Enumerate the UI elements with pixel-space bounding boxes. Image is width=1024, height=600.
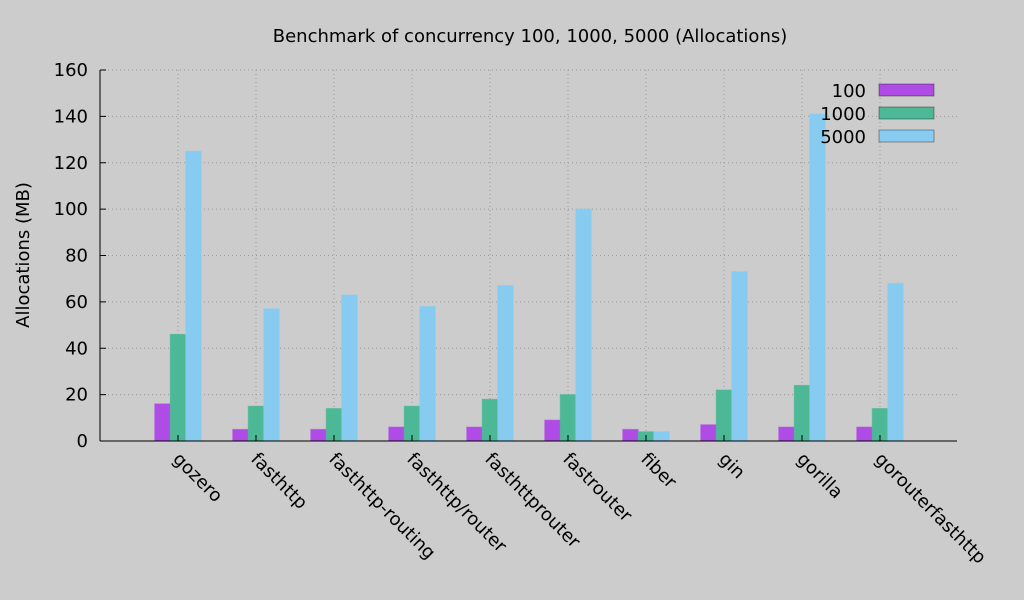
- bar-100-fasthttprouter: [466, 426, 483, 442]
- bar-1000-gin: [715, 389, 733, 442]
- bar-100-fasthttp/router: [388, 426, 405, 442]
- bar-5000-fasthttp/router: [419, 306, 436, 442]
- bar-5000-fiber: [653, 431, 670, 442]
- bar-100-gin: [700, 424, 717, 442]
- y-tick-label: 0: [77, 431, 88, 452]
- bar-5000-gin: [731, 271, 748, 442]
- bar-100-gorilla: [778, 426, 795, 442]
- bar-100-fiber: [622, 428, 639, 442]
- bar-5000-fasthttp: [263, 308, 280, 442]
- legend-swatch: [878, 106, 935, 120]
- y-tick-label: 140: [54, 106, 88, 127]
- bar-100-gozero: [154, 403, 171, 442]
- x-tick-label: gorilla: [792, 449, 846, 503]
- bar-5000-gorouterfasthttp: [887, 282, 904, 442]
- bars: [154, 113, 904, 442]
- y-tick-label: 120: [54, 153, 88, 174]
- chart-title: Benchmark of concurrency 100, 1000, 5000…: [273, 26, 788, 47]
- x-tick-label: gozero: [168, 449, 226, 507]
- x-tick-label: fasthttp: [246, 449, 311, 514]
- bar-5000-gorilla: [809, 113, 826, 442]
- bar-100-fastrouter: [544, 419, 561, 442]
- bar-1000-fasthttprouter: [481, 398, 499, 442]
- y-tick-label: 100: [54, 199, 88, 220]
- x-tick-label: gorouterfasthttp: [870, 449, 990, 569]
- legend-swatch: [878, 129, 935, 143]
- bar-1000-fastrouter: [559, 394, 577, 442]
- x-tick-label: fiber: [636, 449, 680, 493]
- y-tick-label: 160: [54, 60, 88, 81]
- y-tick-label: 80: [65, 246, 88, 267]
- y-ticks: 0 20 40 60 80 100 120 140 160: [54, 60, 106, 452]
- bar-5000-fasthttprouter: [497, 285, 514, 442]
- legend-label: 1000: [820, 104, 866, 125]
- bar-100-fasthttp: [232, 428, 249, 442]
- bar-5000-fastrouter: [575, 208, 592, 442]
- x-tick-label: fastrouter: [558, 449, 636, 527]
- bar-100-gorouterfasthttp: [856, 426, 873, 442]
- legend-swatch: [878, 83, 935, 97]
- y-axis-label: Allocations (MB): [13, 182, 34, 328]
- y-tick-label: 20: [65, 385, 88, 406]
- bar-5000-fasthttp-routing: [341, 294, 358, 442]
- bar-5000-gozero: [185, 150, 202, 442]
- x-ticks: gozero fasthttp fasthttp-routingfasthttp/r…: [168, 435, 990, 568]
- bar-1000-gozero: [169, 333, 187, 442]
- bar-100-fasthttp-routing: [310, 428, 327, 442]
- bar-1000-gorilla: [793, 384, 811, 442]
- legend-label: 5000: [820, 127, 866, 148]
- y-tick-label: 40: [65, 338, 88, 359]
- y-tick-label: 60: [65, 292, 88, 313]
- x-tick-label: gin: [714, 449, 749, 484]
- legend-label: 100: [832, 81, 866, 102]
- grid: [100, 69, 957, 441]
